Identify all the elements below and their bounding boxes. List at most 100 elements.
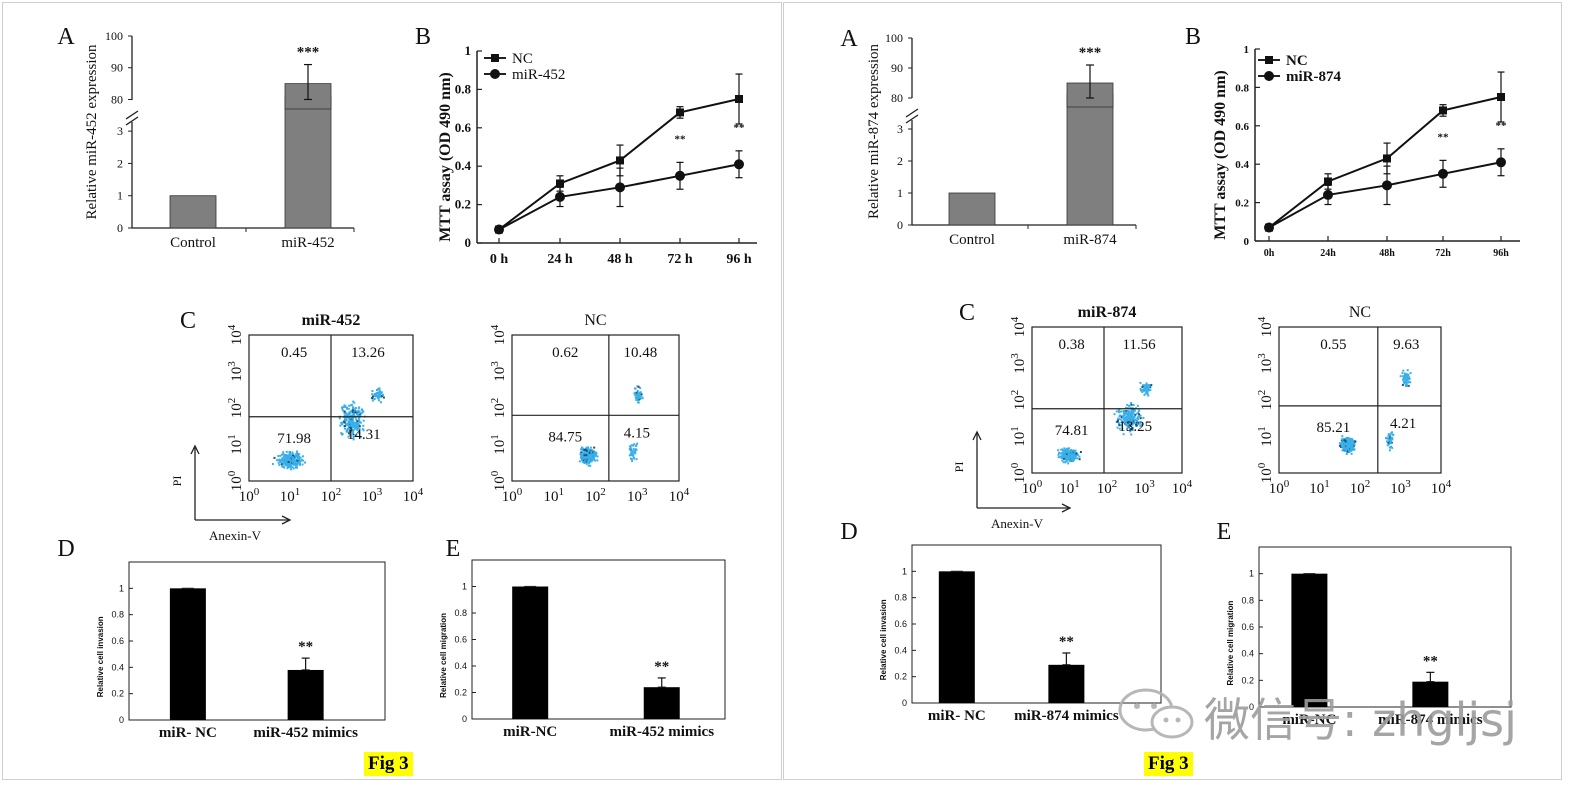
event-dot: [1387, 434, 1390, 437]
event-dot: [1137, 411, 1140, 414]
event-dot: [288, 454, 291, 457]
event-dot: [347, 407, 350, 410]
event-dot: [586, 447, 589, 450]
event-dot: [638, 391, 641, 394]
event-dot: [1399, 375, 1402, 378]
event-dot: [286, 455, 288, 458]
event-dot: [1074, 449, 1077, 452]
event-dot: [1351, 447, 1353, 450]
event-dot: [349, 419, 352, 422]
left-chart-a-ytick-label-lower-0: 0: [117, 221, 123, 235]
event-dot: [298, 453, 301, 456]
event-dot: [281, 465, 283, 468]
right-chart-c-plot-1-ytick-label-2: 102: [1256, 390, 1275, 411]
event-dot: [293, 456, 296, 459]
event-dot: [1406, 381, 1409, 384]
event-dot: [341, 406, 343, 409]
event-dot: [1130, 412, 1133, 415]
event-dot: [596, 455, 599, 458]
event-dot: [1128, 422, 1131, 425]
left-chart-e-ytick-label-1: 0.2: [454, 688, 467, 698]
event-dot: [1072, 458, 1074, 461]
event-dot: [1066, 452, 1069, 455]
event-dot: [1139, 381, 1142, 384]
event-dot: [282, 459, 285, 462]
right-chart-b-xtick-label-4: 96h: [1493, 248, 1509, 259]
event-dot: [1125, 410, 1128, 413]
event-dot: [294, 455, 297, 458]
event-dot: [289, 453, 292, 456]
right-chart-c-plot-1-quadrant-value-3: 4.21: [1390, 416, 1416, 432]
right-chart-b-series-1-point-2: [1382, 180, 1392, 191]
event-dot: [640, 395, 643, 398]
event-dot: [1341, 440, 1344, 443]
event-dot: [591, 451, 594, 454]
right-chart-b-ytick-label-1: 0.2: [1235, 198, 1249, 210]
left-chart-c-plot-0-ytick-label-0: 100: [226, 470, 245, 491]
event-dot: [641, 397, 644, 400]
event-dot: [637, 385, 640, 388]
event-dot: [1347, 441, 1350, 444]
event-dot: [1137, 422, 1140, 425]
event-dot: [1068, 458, 1071, 461]
event-dot: [632, 454, 635, 457]
left-chart-c-plot-0-ytick-label-4: 104: [226, 324, 245, 345]
event-dot: [1131, 417, 1134, 420]
event-dot: [352, 407, 355, 410]
right-chart-a-bar-0: [948, 192, 996, 226]
left-chart-c-plot-0-xtick-label-2: 102: [321, 486, 342, 505]
event-dot: [344, 405, 347, 408]
event-dot: [1136, 416, 1139, 419]
event-dot: [1059, 455, 1062, 458]
right-chart-d-ytick-label-0: 0: [902, 698, 907, 708]
event-dot: [1120, 410, 1123, 413]
event-dot: [273, 456, 276, 459]
event-dot: [300, 458, 303, 461]
event-dot: [1388, 446, 1391, 449]
left-chart-b-legend-marker-0: [491, 54, 499, 62]
event-dot: [1129, 406, 1132, 409]
event-dot: [290, 468, 292, 471]
event-dot: [1391, 431, 1393, 434]
right-chart-b-ytick-label-3: 0.6: [1235, 121, 1249, 133]
event-dot: [590, 460, 593, 463]
left-chart-c-plot-1-ytick-label-0: 100: [489, 470, 508, 491]
event-dot: [1119, 424, 1122, 427]
event-dot: [1148, 384, 1151, 386]
event-dot: [293, 460, 296, 463]
event-dot: [298, 463, 301, 466]
event-dot: [635, 444, 638, 447]
event-dot: [1127, 411, 1130, 414]
event-dot: [358, 416, 361, 419]
event-dot: [585, 457, 587, 460]
left-chart-b-xtick-label-3: 72 h: [667, 252, 693, 267]
left-chart-e-ytick-label-2: 0.4: [454, 661, 467, 671]
event-dot: [1344, 440, 1347, 443]
left-chart-a-bar-1: [284, 83, 332, 229]
event-dot: [340, 432, 343, 435]
event-dot: [1146, 391, 1149, 393]
event-dot: [629, 457, 632, 460]
event-dot: [1061, 459, 1064, 462]
right-chart-b-ytick-label-4: 0.8: [1235, 82, 1249, 94]
event-dot: [634, 387, 636, 390]
event-dot: [288, 451, 291, 453]
left-chart-b-series-0-point-3: [676, 108, 684, 117]
right-chart-c-plot-1-xtick-label-0: 100: [1269, 478, 1290, 497]
event-dot: [1067, 454, 1070, 457]
event-dot: [1405, 381, 1408, 384]
event-dot: [1386, 444, 1389, 447]
event-dot: [347, 423, 350, 426]
event-dot: [345, 412, 348, 415]
event-dot: [1133, 409, 1136, 412]
left-chart-b-legend-label-0: NC: [512, 51, 533, 67]
event-dot: [287, 461, 290, 463]
event-dot: [1142, 416, 1145, 419]
right-chart-b-legend-marker-0: [1265, 56, 1273, 64]
event-dot: [379, 393, 382, 396]
event-dot: [1130, 409, 1133, 412]
event-dot: [585, 454, 588, 457]
event-dot: [294, 466, 297, 469]
event-dot: [347, 432, 350, 435]
left-chart-e-significance-1: **: [654, 659, 669, 675]
